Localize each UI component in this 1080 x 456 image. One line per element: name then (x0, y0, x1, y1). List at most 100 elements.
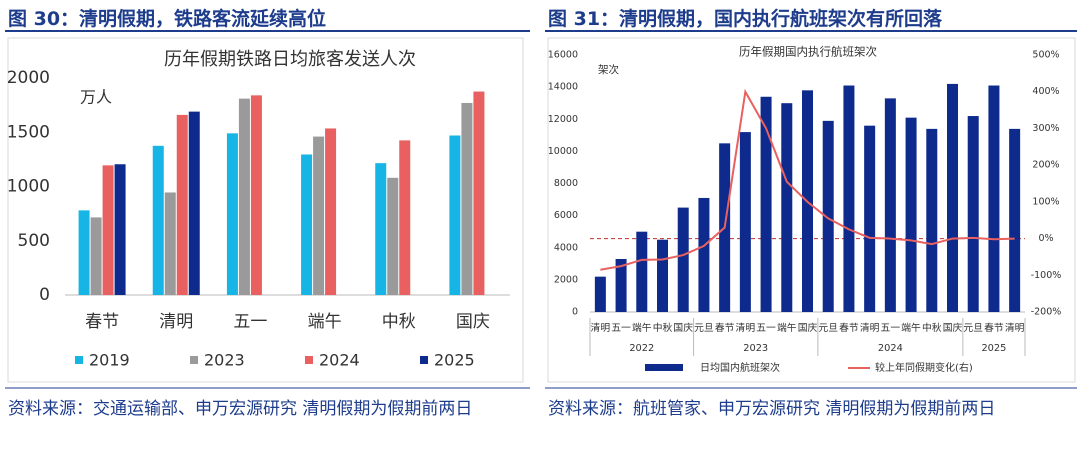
y-tick-label: 2000 (7, 68, 50, 88)
x-tick-label: 清明 (860, 321, 880, 334)
legend-label: 2023 (204, 351, 245, 370)
x-tick-label: 五一 (233, 312, 267, 332)
x-tick-label: 端午 (308, 312, 342, 332)
bar (301, 154, 313, 295)
chart-frame (547, 37, 1076, 383)
bar (164, 192, 176, 295)
bar (226, 133, 238, 295)
legend-swatch (645, 364, 683, 371)
x-tick-label: 春节 (839, 322, 859, 334)
y-tick-label: 16000 (548, 50, 578, 61)
x-group-label: 2025 (981, 343, 1006, 354)
bar (636, 231, 648, 312)
x-tick-label: 元旦 (694, 322, 714, 334)
y2-tick-label: 0% (1038, 233, 1053, 244)
legend-swatch (305, 356, 313, 364)
bar (698, 197, 710, 312)
bar (449, 135, 461, 295)
bar (250, 95, 262, 295)
x-tick-label: 中秋 (382, 312, 416, 332)
y-tick-label: 6000 (554, 210, 578, 221)
x-tick-label: 五一 (611, 323, 631, 334)
source-note: 资料来源：交通运输部、申万宏源研究 清明假期为假期前两日 (8, 399, 473, 419)
y-tick-label: 1500 (7, 122, 50, 142)
legend-swatch (420, 356, 428, 364)
x-tick-label: 清明 (1005, 321, 1025, 334)
bar (114, 164, 126, 295)
x-tick-label: 五一 (881, 323, 901, 334)
bar (176, 114, 188, 295)
bar (967, 116, 979, 312)
x-tick-label: 国庆 (798, 321, 818, 334)
y2-tick-label: 100% (1032, 196, 1059, 207)
x-tick-label: 国庆 (943, 321, 963, 334)
y-tick-label: 10000 (548, 146, 578, 157)
bar (90, 217, 102, 295)
bar (905, 117, 917, 312)
bar (102, 165, 114, 295)
bar (387, 177, 399, 295)
x-tick-label: 清明 (591, 321, 611, 334)
y-tick-label: 500 (18, 231, 50, 251)
x-group-label: 2024 (878, 343, 903, 354)
bar (760, 96, 772, 312)
bar (615, 258, 627, 312)
legend-swatch (75, 356, 83, 364)
bar (677, 207, 689, 312)
y-tick-label: 4000 (554, 242, 578, 253)
x-group-label: 2023 (743, 343, 768, 354)
y-tick-label: 2000 (554, 274, 578, 285)
legend-label: 较上年同假期变化(右) (875, 361, 973, 374)
bar (325, 128, 337, 295)
y-tick-label: 8000 (554, 178, 578, 189)
legend-label: 2025 (434, 351, 475, 370)
bar (152, 145, 164, 295)
x-tick-label: 中秋 (653, 321, 673, 334)
x-tick-label: 国庆 (673, 321, 693, 334)
bar (926, 128, 938, 312)
x-tick-label: 端午 (777, 321, 797, 334)
x-tick-label: 端午 (632, 321, 652, 334)
unit-label: 架次 (598, 63, 619, 76)
x-tick-label: 国庆 (456, 312, 490, 332)
x-tick-label: 元旦 (963, 322, 983, 334)
bar (822, 120, 834, 312)
bar (375, 163, 387, 295)
chart-frame (7, 37, 524, 383)
y2-tick-label: 500% (1032, 50, 1059, 61)
x-tick-label: 元旦 (818, 322, 838, 334)
y2-tick-label: 400% (1032, 86, 1059, 97)
bar (238, 98, 250, 296)
bar (988, 85, 1000, 312)
line (600, 88, 1015, 271)
bar (657, 239, 668, 312)
y2-tick-label: 300% (1032, 123, 1059, 134)
bar (594, 276, 606, 312)
bar (313, 136, 325, 295)
bar (461, 102, 473, 295)
bar (78, 210, 90, 295)
y-tick-label: 14000 (548, 82, 578, 93)
x-tick-label: 清明 (736, 321, 756, 334)
y-tick-label: 0 (572, 307, 578, 318)
x-tick-label: 端午 (901, 321, 921, 334)
chart-title: 历年假期国内执行航班架次 (739, 45, 877, 59)
bar (399, 140, 411, 295)
bar (473, 91, 485, 295)
chart-title: 历年假期铁路日均旅客发送人次 (164, 49, 416, 70)
source-note: 资料来源：航班管家、申万宏源研究 清明假期为假期前两日 (548, 399, 996, 419)
unit-label: 万人 (80, 88, 112, 107)
bar (781, 103, 793, 312)
x-tick-label: 春节 (984, 322, 1004, 334)
x-tick-label: 五一 (756, 323, 776, 334)
y2-tick-label: 200% (1032, 160, 1059, 171)
legend-swatch (190, 356, 198, 364)
bar (947, 83, 958, 312)
figure-heading: 图 30：清明假期，铁路客流延续高位 (8, 8, 327, 30)
bar (843, 85, 855, 312)
legend-label: 日均国内航班架次 (700, 361, 780, 374)
x-tick-label: 清明 (159, 312, 193, 332)
x-group-label: 2022 (629, 343, 654, 354)
